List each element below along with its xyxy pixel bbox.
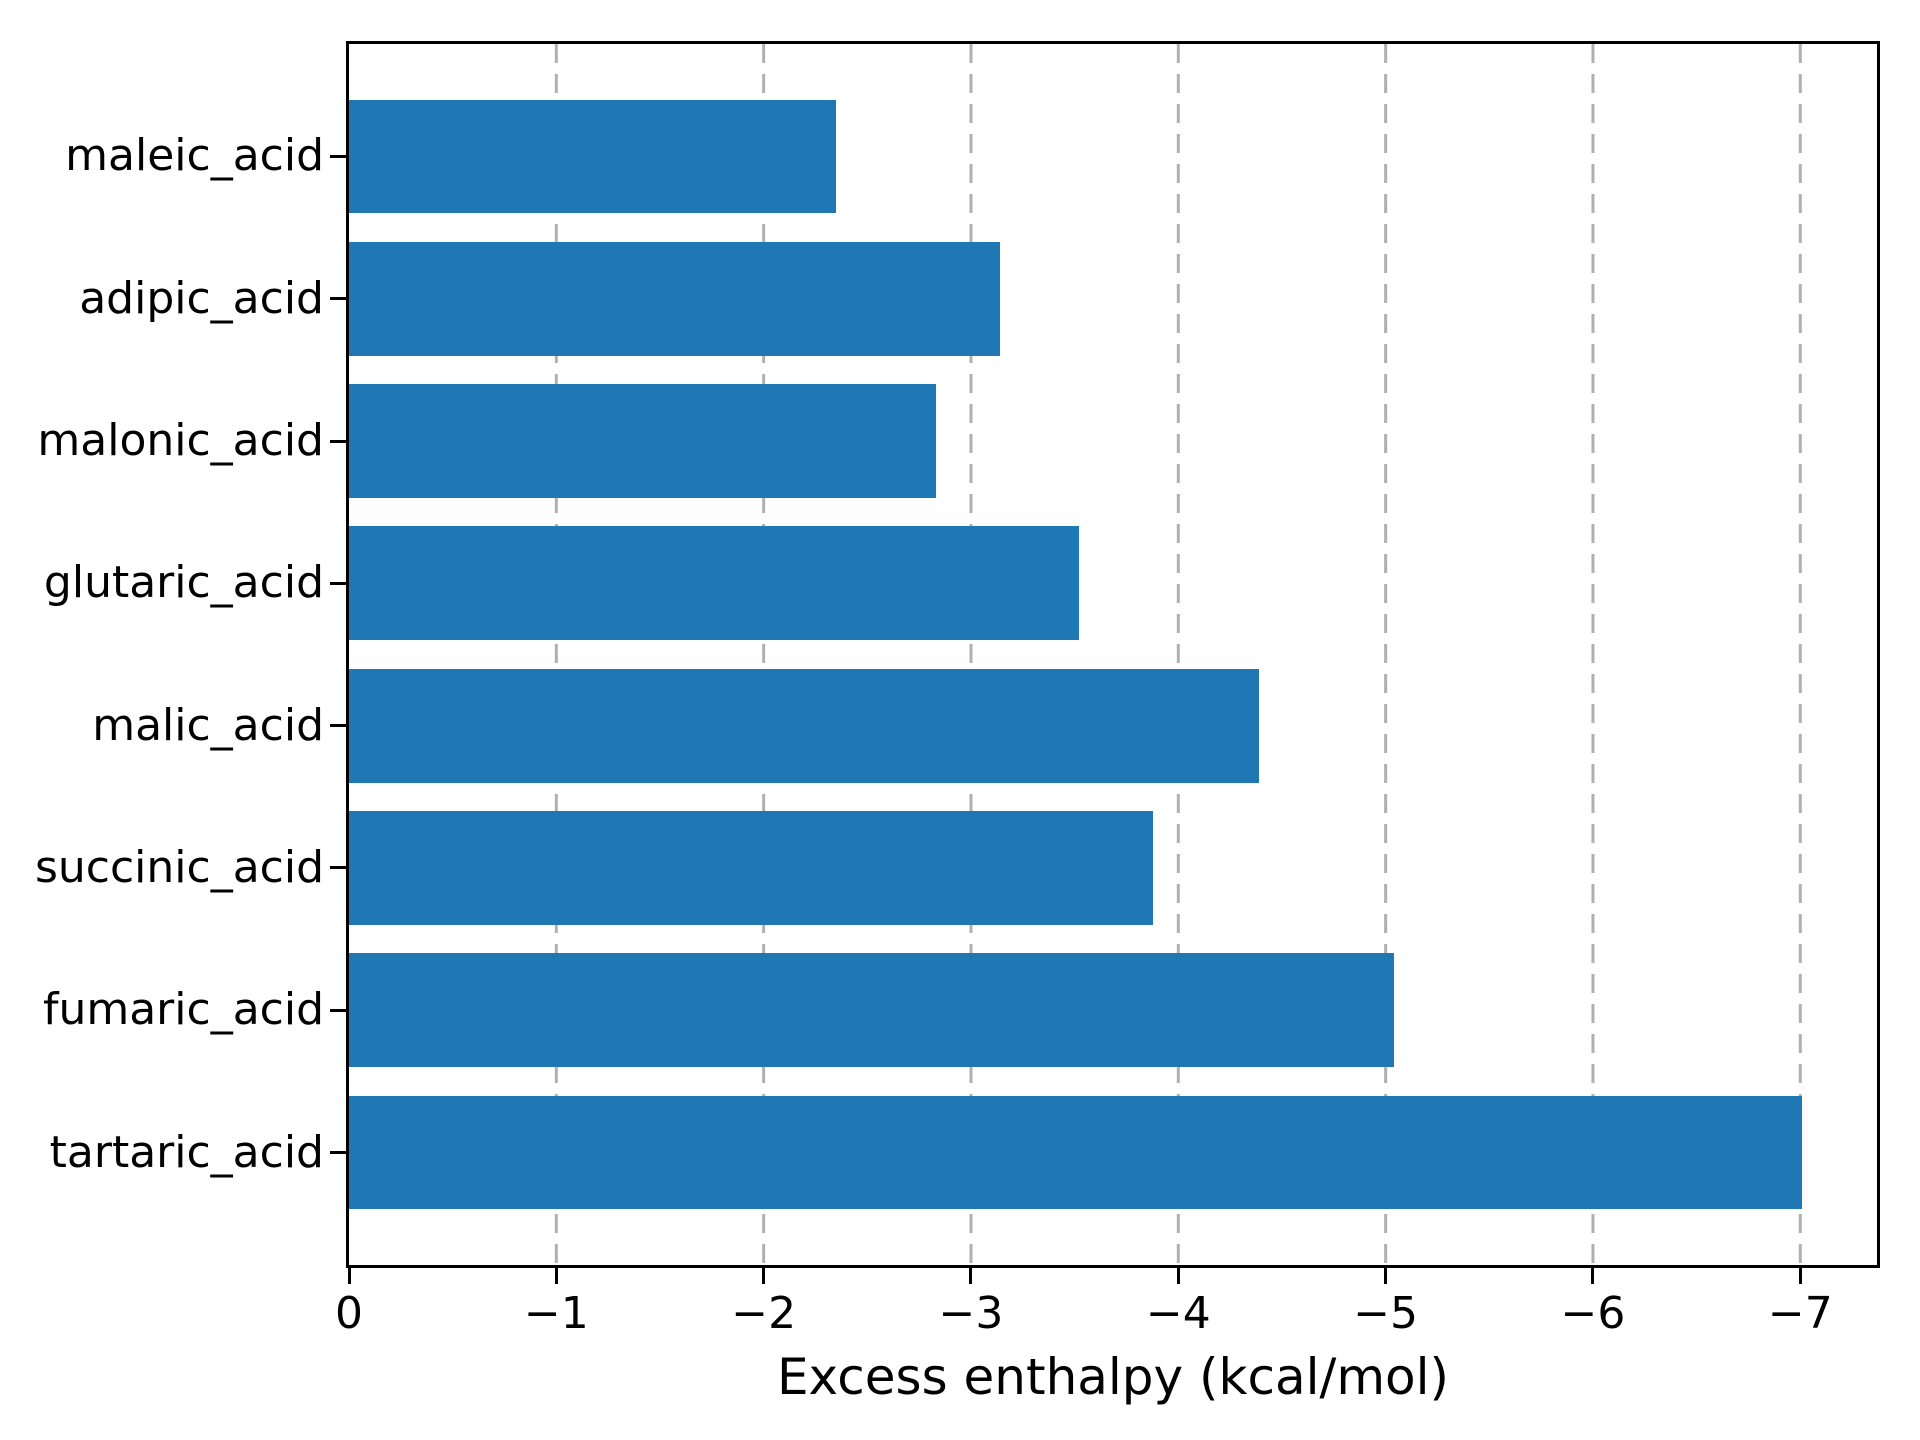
gridlines [554, 44, 1802, 1265]
y-tick-mark-malic_acid [330, 724, 346, 728]
x-tick-mark--7 [1798, 1268, 1802, 1284]
x-tick-label--5: −5 [1353, 1288, 1419, 1339]
x-tick-label-0: 0 [335, 1288, 363, 1339]
bar-tartaric_acid [349, 1095, 1803, 1210]
bar-glutaric_acid [349, 526, 1079, 641]
y-tick-label-maleic_acid: maleic_acid [65, 130, 324, 182]
x-tick-mark--6 [1591, 1268, 1595, 1284]
x-tick-label--3: −3 [938, 1288, 1004, 1339]
y-tick-mark-malonic_acid [330, 439, 346, 443]
y-tick-label-succinic_acid: succinic_acid [34, 841, 324, 893]
x-tick-mark-0 [347, 1268, 351, 1284]
y-tick-label-fumaric_acid: fumaric_acid [42, 984, 324, 1036]
bar-adipic_acid [349, 241, 1000, 356]
y-tick-mark-glutaric_acid [330, 581, 346, 585]
y-tick-mark-tartaric_acid [330, 1151, 346, 1155]
x-tick-mark--3 [969, 1268, 973, 1284]
y-tick-label-glutaric_acid: glutaric_acid [43, 557, 324, 609]
y-tick-mark-maleic_acid [330, 154, 346, 158]
bar-succinic_acid [349, 811, 1154, 925]
y-tick-mark-adipic_acid [330, 297, 346, 301]
x-tick-label--6: −6 [1560, 1288, 1626, 1339]
bar-maleic_acid [349, 99, 837, 214]
y-tick-mark-fumaric_acid [330, 1008, 346, 1012]
x-tick-label--4: −4 [1145, 1288, 1211, 1339]
plot-area [346, 41, 1880, 1268]
x-tick-label--1: −1 [523, 1288, 589, 1339]
x-tick-label--7: −7 [1767, 1288, 1833, 1339]
y-tick-label-adipic_acid: adipic_acid [79, 272, 324, 324]
bar-malonic_acid [349, 384, 936, 498]
bar-fumaric_acid [349, 953, 1394, 1068]
x-tick-mark--4 [1176, 1268, 1180, 1284]
y-tick-label-tartaric_acid: tartaric_acid [49, 1126, 324, 1178]
x-tick-mark--5 [1384, 1268, 1388, 1284]
y-tick-label-malonic_acid: malonic_acid [37, 415, 324, 467]
x-axis-label: Excess enthalpy (kcal/mol) [776, 1348, 1450, 1406]
y-tick-mark-succinic_acid [330, 866, 346, 870]
bar-malic_acid [349, 668, 1260, 783]
x-tick-mark--1 [554, 1268, 558, 1284]
y-tick-label-malic_acid: malic_acid [92, 699, 324, 751]
x-tick-label--2: −2 [731, 1288, 797, 1339]
x-tick-mark--2 [762, 1268, 766, 1284]
